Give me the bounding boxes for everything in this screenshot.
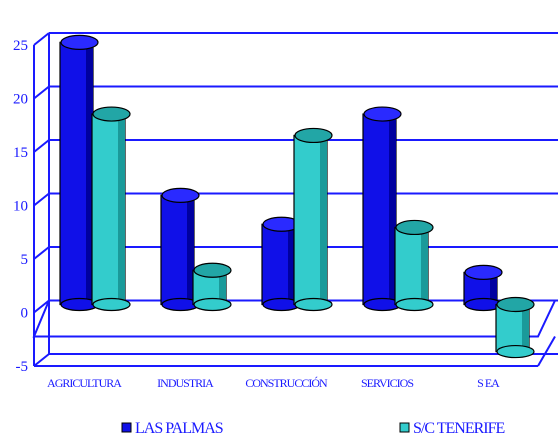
bar-4-series-0-shade bbox=[490, 272, 497, 305]
y-tick-label: 25 bbox=[13, 38, 28, 54]
legend-label-1: S/C TENERIFE bbox=[413, 420, 505, 436]
bar-0-series-1-base bbox=[92, 297, 131, 312]
bar-2-series-0-shade bbox=[288, 224, 295, 305]
legend-swatch-0 bbox=[121, 422, 132, 433]
bar-2-series-1 bbox=[293, 127, 333, 312]
legend-label-0: LAS PALMAS bbox=[135, 420, 223, 436]
bar-1-series-1-shade bbox=[219, 270, 226, 305]
y-tick-label: 0 bbox=[21, 306, 29, 322]
gridline-side bbox=[33, 139, 50, 153]
bar-3-series-1-base bbox=[395, 297, 434, 312]
bar-1-series-1-cap bbox=[193, 262, 232, 278]
bar-2-series-1-shade bbox=[320, 135, 327, 305]
gridline-side bbox=[33, 353, 50, 367]
bar-4-series-0 bbox=[463, 264, 503, 312]
bar-2-series-1-cap bbox=[294, 127, 333, 144]
y-tick-label: 15 bbox=[13, 145, 28, 161]
gridline-side bbox=[33, 85, 50, 100]
bar-4-series-1 bbox=[495, 296, 535, 359]
bar-0-series-0 bbox=[59, 34, 99, 312]
y-tick-label: -5 bbox=[16, 359, 29, 375]
y-tick-label: 10 bbox=[13, 199, 28, 215]
legend-swatch-1 bbox=[399, 422, 410, 433]
x-tick-label: S EA bbox=[477, 376, 500, 390]
gridline-side bbox=[33, 299, 50, 314]
labels: 25 20 15 10 5 0 -5 AGRICULTURA INDUSTRIA CONSTRUC… bbox=[13, 38, 501, 390]
bar-0-series-0-shade bbox=[86, 42, 93, 305]
bar-4-series-1-base bbox=[496, 344, 535, 359]
bar-0-series-0-cap bbox=[60, 34, 99, 50]
bar-1-series-1-base bbox=[193, 297, 232, 312]
bar-4-series-1-shade bbox=[522, 304, 529, 352]
bar-0-series-1-cap bbox=[92, 106, 131, 122]
legend: LAS PALMAS S/C TENERIFE bbox=[121, 420, 506, 436]
bar-0-series-1-shade bbox=[118, 114, 125, 305]
bar-1-series-0 bbox=[160, 187, 200, 312]
gridline-side bbox=[33, 192, 50, 207]
bar-4-series-1-cap bbox=[496, 296, 535, 313]
x-tick-label: SERVICIOS bbox=[361, 376, 413, 390]
bar-1-series-1 bbox=[192, 262, 232, 312]
bar-3-series-0 bbox=[362, 106, 402, 312]
bar-2-series-1-base bbox=[294, 297, 333, 312]
x-tick-label: AGRICULTURA bbox=[47, 376, 122, 390]
bars bbox=[59, 34, 535, 359]
x-tick-label: INDUSTRIA bbox=[157, 376, 214, 390]
bar-3-series-1-shade bbox=[421, 227, 428, 305]
bar-1-series-0-shade bbox=[187, 195, 194, 305]
bar-4-series-0-cap bbox=[464, 264, 503, 280]
bar-3-series-0-shade bbox=[389, 114, 396, 305]
y-tick-label: 20 bbox=[13, 92, 28, 108]
x-axis-corner bbox=[537, 336, 556, 367]
gridline-side bbox=[33, 246, 50, 260]
bar-3-series-0-cap bbox=[363, 106, 402, 122]
bar-0-series-1 bbox=[91, 106, 131, 312]
y-tick-label: 5 bbox=[21, 252, 29, 268]
bar-3-series-1-cap bbox=[395, 219, 434, 236]
gridline-side bbox=[33, 32, 50, 46]
x-tick-label: CONSTRUCCIÓN bbox=[245, 376, 328, 390]
bar-1-series-0-cap bbox=[161, 187, 200, 203]
bar-3-series-1 bbox=[394, 219, 434, 312]
